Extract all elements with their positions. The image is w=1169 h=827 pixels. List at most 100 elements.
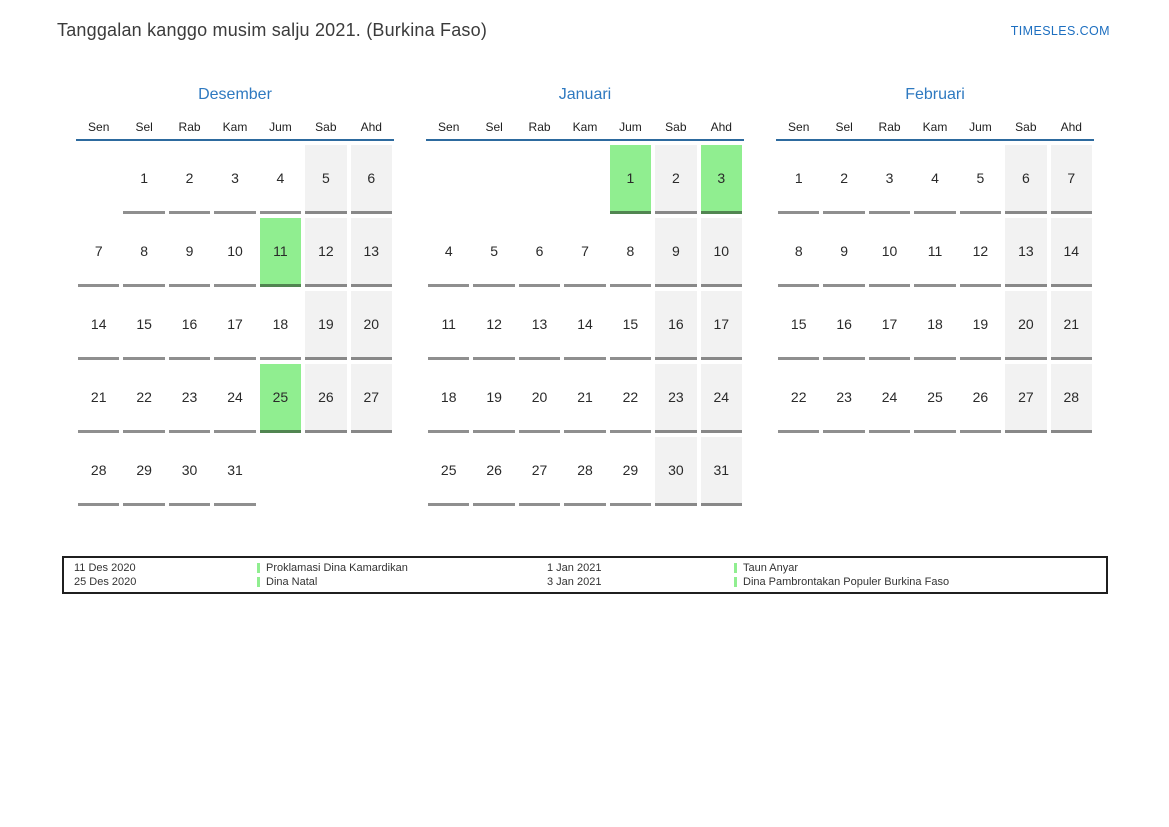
day-cell: 6 <box>350 145 392 214</box>
day-cell: 1 <box>609 145 652 214</box>
weekday-label: Rab <box>528 120 551 134</box>
weekday-label: Sab <box>315 120 337 134</box>
day-cell: 29 <box>609 437 652 506</box>
day-cell: 31 <box>700 437 742 506</box>
weekday-row: Sen Sel Rab Kam Jum Sab Ahd <box>76 117 394 141</box>
holiday-marker-bar <box>734 577 737 587</box>
day-cell-empty <box>260 437 301 503</box>
day-cell: 6 <box>518 218 561 287</box>
day-cell: 25 <box>428 437 470 506</box>
week-row: 25 26 27 28 29 30 31 <box>426 433 744 506</box>
day-cell: 8 <box>609 218 652 287</box>
day-cell: 9 <box>655 218 697 287</box>
weekday-label: Sab <box>1015 120 1037 134</box>
day-cell: 19 <box>959 291 1002 360</box>
week-row: 28 29 30 31 <box>76 433 394 506</box>
brand-link[interactable]: TIMESLES.COM <box>1010 24 1110 38</box>
weekday-label: Kam <box>922 120 948 134</box>
legend-entry: Proklamasi Dina Kamardikan <box>257 562 537 574</box>
day-cell: 30 <box>655 437 697 506</box>
day-cell: 3 <box>700 145 742 214</box>
day-cell: 9 <box>823 218 865 287</box>
day-cell-empty <box>564 145 605 211</box>
day-cell: 26 <box>473 437 515 506</box>
weekday-label: Ahd <box>360 120 382 134</box>
weekday-label: Sen <box>788 120 810 134</box>
day-cell: 2 <box>168 145 211 214</box>
day-cell: 18 <box>428 364 470 433</box>
day-cell: 19 <box>305 291 347 360</box>
legend-entry-name: Proklamasi Dina Kamardikan <box>266 562 408 574</box>
day-cell: 27 <box>518 437 561 506</box>
day-cell: 23 <box>168 364 211 433</box>
day-cell: 17 <box>700 291 742 360</box>
day-cell: 3 <box>868 145 911 214</box>
weekday-label: Kam <box>222 120 248 134</box>
month-februari: Februari Sen Sel Rab Kam Jum Sab Ahd 1 2 3 4 5 6 7 8 9 10… <box>776 85 1094 506</box>
day-cell: 10 <box>868 218 911 287</box>
day-cell-empty <box>305 437 346 503</box>
day-cell: 7 <box>564 218 606 287</box>
week-row: 8 9 10 11 12 13 14 <box>776 214 1094 287</box>
day-cell: 22 <box>123 364 165 433</box>
legend-entry-name: Dina Natal <box>266 576 318 588</box>
weekday-label: Sel <box>485 120 503 134</box>
day-cell: 5 <box>473 218 515 287</box>
day-cell: 20 <box>518 364 561 433</box>
day-cell: 29 <box>123 437 165 506</box>
holiday-marker-bar <box>257 577 260 587</box>
calendars: Desember Sen Sel Rab Kam Jum Sab Ahd 1 2 3 4 5 6 7 8 9 10… <box>76 85 1094 506</box>
day-cell: 11 <box>259 218 302 287</box>
legend-entry-date: 1 Jan 2021 <box>547 562 602 574</box>
legend-entry: Dina Pambrontakan Populer Burkina Faso <box>734 576 1106 588</box>
legend-entry-name: Taun Anyar <box>743 562 799 574</box>
weekday-label: Ahd <box>1060 120 1082 134</box>
day-cell: 21 <box>564 364 606 433</box>
legend-entry-name: Dina Pambrontakan Populer Burkina Faso <box>743 576 950 588</box>
weekday-label: Ahd <box>710 120 732 134</box>
page-title: Tanggalan kanggo musim salju 2021. (Burk… <box>57 20 488 40</box>
weekday-label: Sen <box>438 120 460 134</box>
weekday-label: Sel <box>835 120 853 134</box>
day-cell: 15 <box>778 291 820 360</box>
day-cell: 25 <box>914 364 956 433</box>
day-cell: 1 <box>123 145 165 214</box>
legend-entry-date: 11 Des 2020 <box>74 562 136 574</box>
day-cell: 16 <box>168 291 211 360</box>
month-title: Februari <box>905 86 965 103</box>
day-cell: 21 <box>1050 291 1092 360</box>
day-cell: 28 <box>564 437 606 506</box>
day-cell: 16 <box>655 291 697 360</box>
day-cell: 21 <box>78 364 120 433</box>
day-cell: 4 <box>914 145 956 214</box>
day-cell: 11 <box>428 291 470 360</box>
day-cell: 7 <box>78 218 120 287</box>
week-row: 21 22 23 24 25 26 27 <box>76 360 394 433</box>
day-cell: 27 <box>350 364 392 433</box>
legend-entry: Taun Anyar <box>734 562 1106 574</box>
week-row: 15 16 17 18 19 20 21 <box>776 287 1094 360</box>
day-cell: 23 <box>823 364 865 433</box>
day-cell: 12 <box>959 218 1002 287</box>
day-cell: 13 <box>518 291 561 360</box>
week-row: 22 23 24 25 26 27 28 <box>776 360 1094 433</box>
weekday-label: Rab <box>878 120 901 134</box>
day-cell: 6 <box>1005 145 1047 214</box>
day-cell: 18 <box>914 291 956 360</box>
weekday-row: Sen Sel Rab Kam Jum Sab Ahd <box>426 117 744 141</box>
day-cell: 24 <box>700 364 742 433</box>
day-cell: 28 <box>78 437 120 506</box>
day-cell: 12 <box>473 291 515 360</box>
day-cell: 10 <box>214 218 256 287</box>
day-cell: 26 <box>959 364 1002 433</box>
day-cell: 2 <box>655 145 697 214</box>
day-cell: 17 <box>868 291 911 360</box>
day-cell-empty <box>351 437 392 503</box>
weekday-label: Sen <box>88 120 110 134</box>
day-cell: 16 <box>823 291 865 360</box>
weekday-label: Kam <box>572 120 598 134</box>
